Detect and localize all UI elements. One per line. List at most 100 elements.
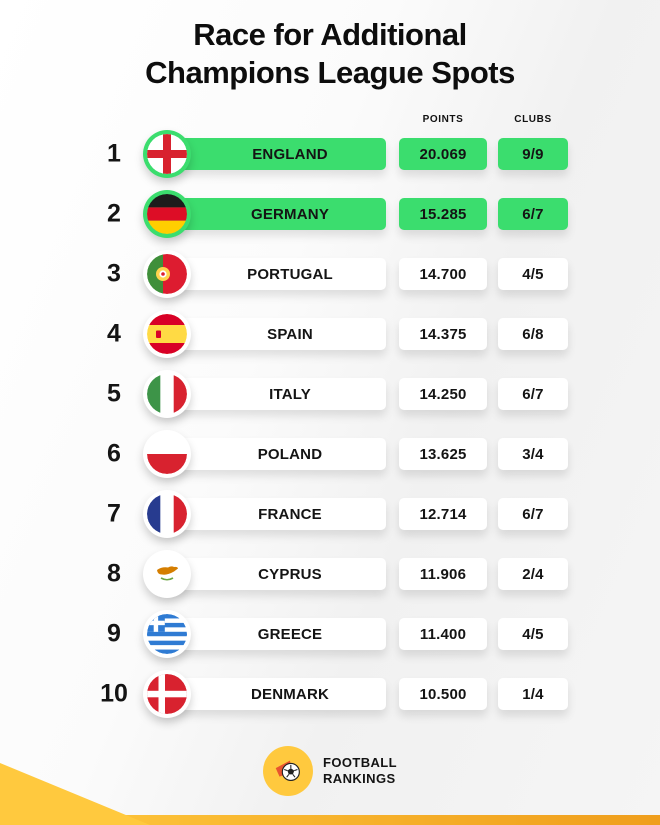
bottom-accent-strip bbox=[0, 815, 660, 825]
clubs-value: 4/5 bbox=[522, 265, 544, 283]
country-bar: DENMARK bbox=[160, 678, 386, 710]
country-label: CYPRUS bbox=[258, 565, 322, 583]
footer-brand: FOOTBALL RANKINGS bbox=[0, 746, 660, 796]
flag-ring bbox=[143, 610, 191, 658]
country-label: DENMARK bbox=[250, 685, 330, 703]
flag-ring bbox=[143, 250, 191, 298]
country-bar: SPAIN bbox=[160, 318, 386, 350]
country-label: ENGLAND bbox=[252, 145, 328, 163]
clubs-box: 6/8 bbox=[498, 318, 568, 350]
table-row: 10 DENMARK 10.500 1/4 bbox=[0, 664, 660, 724]
country-bar: FRANCE bbox=[160, 498, 386, 530]
country-bar: CYPRUS bbox=[160, 558, 386, 590]
table-row: 4 SPAIN 14.375 6/8 bbox=[0, 304, 660, 364]
rank-label: 4 bbox=[107, 319, 121, 348]
country-label: PORTUGAL bbox=[247, 265, 333, 283]
points-value: 20.069 bbox=[419, 145, 467, 163]
table-row: 3 PORTUGAL 14.700 4/5 bbox=[0, 244, 660, 304]
clubs-value: 1/4 bbox=[522, 685, 544, 703]
flag-england-icon bbox=[147, 134, 187, 174]
flag-ring bbox=[143, 130, 191, 178]
points-box: 12.714 bbox=[399, 498, 487, 530]
points-value: 14.250 bbox=[419, 385, 467, 403]
table-row: 5 ITALY 14.250 6/7 bbox=[0, 364, 660, 424]
clubs-value: 6/7 bbox=[522, 205, 544, 223]
page-title-line2: Champions League Spots bbox=[145, 55, 515, 90]
flag-spain-icon bbox=[147, 314, 187, 354]
points-value: 15.285 bbox=[419, 205, 467, 223]
points-value: 13.625 bbox=[419, 445, 467, 463]
flag-ring bbox=[143, 670, 191, 718]
points-box: 20.069 bbox=[399, 138, 487, 170]
rank-label: 8 bbox=[107, 559, 121, 588]
flag-ring bbox=[143, 430, 191, 478]
table-row: 7 FRANCE 12.714 6/7 bbox=[0, 484, 660, 544]
flag-germany-icon bbox=[147, 194, 187, 234]
clubs-value: 6/8 bbox=[522, 325, 544, 343]
table-row: 6 POLAND 13.625 3/4 bbox=[0, 424, 660, 484]
points-box: 10.500 bbox=[399, 678, 487, 710]
clubs-box: 4/5 bbox=[498, 258, 568, 290]
rankings-rows: 1 ENGLAND 20.069 9/9 2 GERMANY 1 bbox=[0, 124, 660, 724]
column-header-clubs: CLUBS bbox=[514, 114, 552, 125]
clubs-box: 2/4 bbox=[498, 558, 568, 590]
rank-label: 7 bbox=[107, 499, 121, 528]
table-row: 2 GERMANY 15.285 6/7 bbox=[0, 184, 660, 244]
rank-label: 9 bbox=[107, 619, 121, 648]
country-label: GERMANY bbox=[250, 205, 330, 223]
clubs-box: 6/7 bbox=[498, 198, 568, 230]
footer-brand-line2: RANKINGS bbox=[323, 771, 396, 786]
rank-label: 10 bbox=[100, 679, 128, 708]
flag-portugal-icon bbox=[147, 254, 187, 294]
clubs-value: 4/5 bbox=[522, 625, 544, 643]
clubs-value: 3/4 bbox=[522, 445, 544, 463]
points-value: 10.500 bbox=[419, 685, 467, 703]
clubs-box: 6/7 bbox=[498, 498, 568, 530]
rank-label: 3 bbox=[107, 259, 121, 288]
flag-ring bbox=[143, 190, 191, 238]
country-bar: GERMANY bbox=[160, 198, 386, 230]
page-title: Race for Additional Champions League Spo… bbox=[0, 16, 660, 92]
clubs-value: 6/7 bbox=[522, 385, 544, 403]
footer-brand-line1: FOOTBALL bbox=[323, 755, 397, 770]
points-value: 11.400 bbox=[419, 625, 467, 643]
country-label: POLAND bbox=[257, 445, 323, 463]
points-box: 15.285 bbox=[399, 198, 487, 230]
clubs-box: 1/4 bbox=[498, 678, 568, 710]
footer-brand-text: FOOTBALL RANKINGS bbox=[323, 755, 397, 787]
clubs-box: 9/9 bbox=[498, 138, 568, 170]
clubs-value: 2/4 bbox=[522, 565, 544, 583]
football-rankings-logo-icon bbox=[263, 746, 314, 796]
flag-france-icon bbox=[147, 494, 187, 534]
country-label: ITALY bbox=[269, 385, 311, 403]
points-value: 12.714 bbox=[419, 505, 467, 523]
clubs-value: 6/7 bbox=[522, 505, 544, 523]
points-value: 14.700 bbox=[419, 265, 467, 283]
column-header-points: POINTS bbox=[422, 114, 464, 125]
rank-label: 2 bbox=[107, 199, 121, 228]
flag-cyprus-icon bbox=[147, 554, 187, 594]
flag-italy-icon bbox=[147, 374, 187, 414]
points-value: 14.375 bbox=[419, 325, 467, 343]
flag-ring bbox=[143, 310, 191, 358]
points-box: 14.250 bbox=[399, 378, 487, 410]
points-box: 14.375 bbox=[399, 318, 487, 350]
flag-ring bbox=[143, 490, 191, 538]
clubs-box: 6/7 bbox=[498, 378, 568, 410]
country-bar: GREECE bbox=[160, 618, 386, 650]
flag-ring bbox=[143, 370, 191, 418]
rank-label: 1 bbox=[107, 139, 121, 168]
points-value: 11.906 bbox=[419, 565, 467, 583]
flag-poland-icon bbox=[147, 434, 187, 474]
country-label: SPAIN bbox=[267, 325, 313, 343]
points-box: 14.700 bbox=[399, 258, 487, 290]
flag-ring bbox=[143, 550, 191, 598]
table-row: 8 CYPRUS 11.906 2/4 bbox=[0, 544, 660, 604]
country-bar: ITALY bbox=[160, 378, 386, 410]
clubs-value: 9/9 bbox=[522, 145, 544, 163]
country-bar: PORTUGAL bbox=[160, 258, 386, 290]
page-title-line1: Race for Additional bbox=[193, 17, 467, 52]
clubs-box: 4/5 bbox=[498, 618, 568, 650]
rank-label: 5 bbox=[107, 379, 121, 408]
